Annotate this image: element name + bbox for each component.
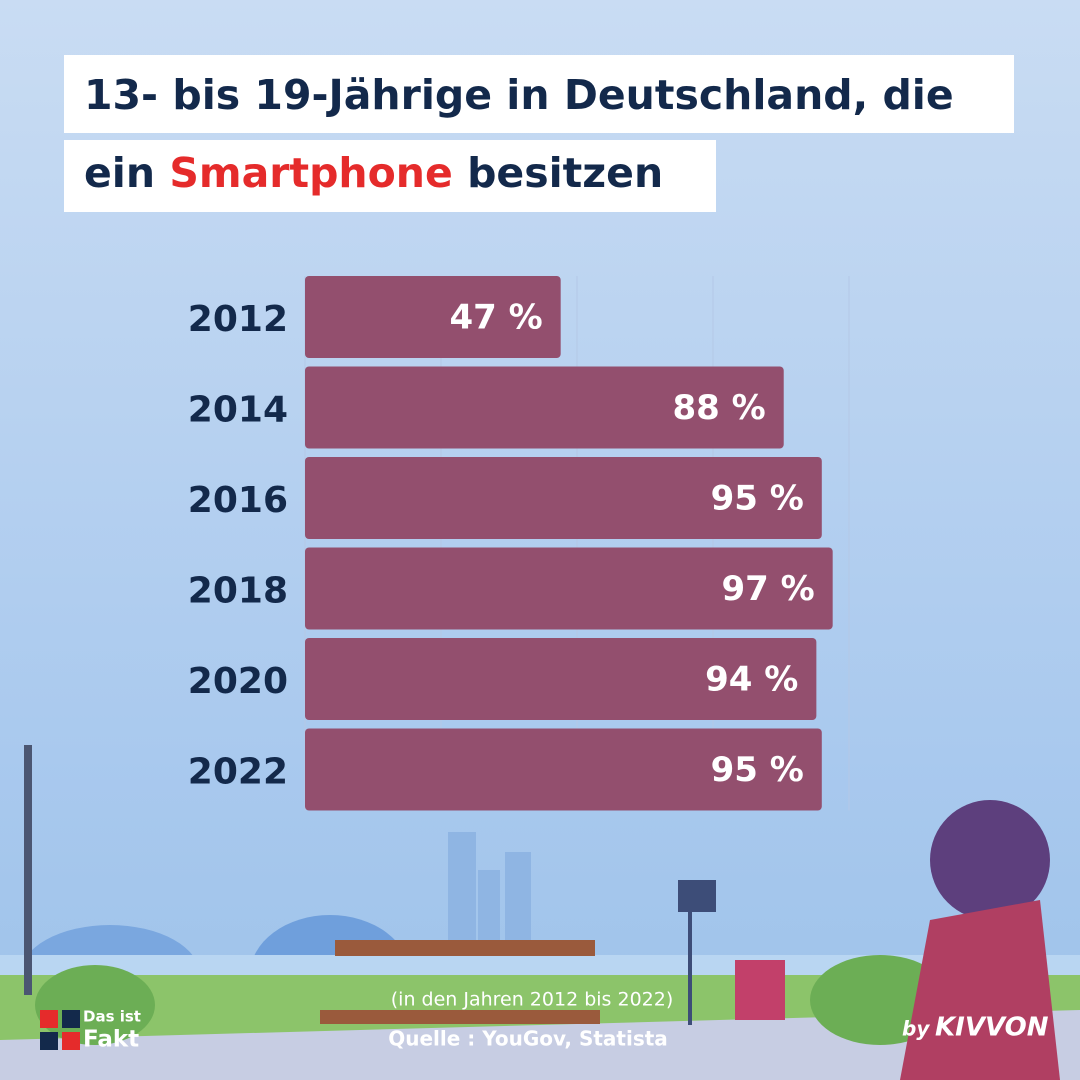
- note: (in den Jahren 2012 bis 2022): [391, 989, 674, 1011]
- bar: [305, 366, 784, 449]
- y-tick-label: 2020: [188, 661, 288, 702]
- title-part: ein: [84, 149, 155, 197]
- title-box: [64, 140, 716, 212]
- value-label: 97 %: [721, 569, 814, 609]
- y-tick-label: 2014: [188, 390, 288, 431]
- brand: KIVVON: [935, 1013, 1049, 1043]
- y-tick-label: 2016: [188, 480, 288, 521]
- title-part: besitzen: [467, 149, 663, 197]
- source: Quelle : YouGov, Statista: [388, 1027, 668, 1051]
- bar: [305, 638, 817, 720]
- bar: [305, 457, 822, 539]
- value-label: 88 %: [673, 388, 766, 428]
- chart-title: 13- bis 19-Jährige in Deutschland, die: [84, 71, 954, 119]
- logo-text: Das ist: [83, 1008, 141, 1026]
- by-text: by: [902, 1017, 930, 1041]
- bar: [305, 276, 561, 358]
- logo-text: Fakt: [83, 1027, 139, 1053]
- logo: Das ist Fakt: [40, 1008, 141, 1053]
- bar: [305, 547, 833, 630]
- value-label: 95 %: [711, 750, 804, 790]
- y-tick-label: 2022: [188, 752, 288, 793]
- value-label: 94 %: [705, 660, 798, 700]
- y-tick-label: 2012: [188, 299, 288, 340]
- y-tick-label: 2018: [188, 571, 288, 612]
- value-label: 47 %: [449, 298, 542, 338]
- scenery: [0, 745, 1080, 1080]
- bar: [305, 728, 822, 811]
- title-box: [64, 55, 1014, 133]
- value-label: 95 %: [711, 479, 804, 519]
- plot: 2012 47 % 2014 88 % 2016 95 % 2018 97 % 2020 94 %…: [188, 276, 850, 811]
- chart-title: ein Smartphone besitzen: [84, 149, 663, 197]
- title-highlight: Smartphone: [169, 149, 452, 197]
